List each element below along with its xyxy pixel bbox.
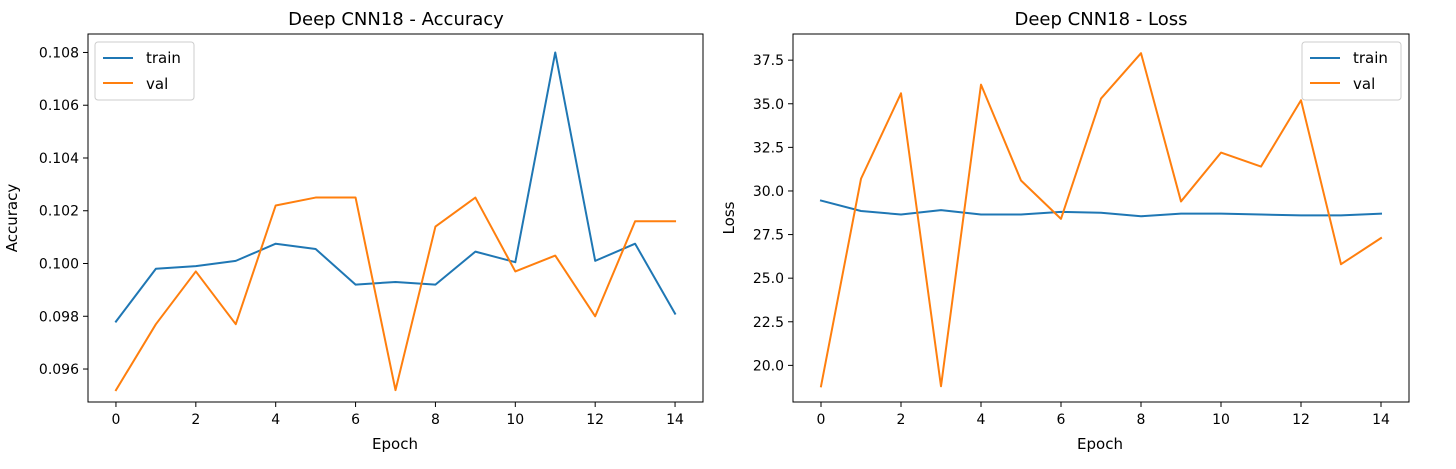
accuracy-y-tick-label: 0.108 <box>39 45 79 61</box>
accuracy-y-tick-label: 0.098 <box>39 309 79 325</box>
accuracy-legend: train val <box>94 41 195 101</box>
loss-y-tick-label: 37.5 <box>753 53 784 69</box>
loss-val-line <box>819 52 1383 388</box>
loss-plot-area <box>792 33 1410 403</box>
loss-legend: train val <box>1301 41 1402 101</box>
accuracy-x-tick-label: 8 <box>431 412 440 428</box>
loss-series-group <box>819 52 1383 388</box>
accuracy-chart-title: Deep CNN18 - Accuracy <box>288 9 504 30</box>
loss-y-tick-label: 20.0 <box>753 358 784 374</box>
accuracy-y-tick-label: 0.106 <box>39 98 79 114</box>
loss-x-tick-label: 0 <box>817 412 826 428</box>
accuracy-y-tick-label: 0.096 <box>39 362 79 378</box>
accuracy-plot-area <box>87 33 704 403</box>
accuracy-train-line <box>114 51 677 323</box>
loss-x-tick-label: 6 <box>1057 412 1066 428</box>
loss-chart: Deep CNN18 - Loss 0 2 4 6 8 10 12 14 20.0 22.5 25… <box>720 9 1410 453</box>
loss-y-ticks: 20.0 22.5 25.0 27.5 30.0 32.5 35.0 37.5 <box>753 53 793 374</box>
loss-x-tick-label: 4 <box>977 412 986 428</box>
loss-legend-box <box>1301 41 1402 101</box>
loss-x-tick-label: 12 <box>1292 412 1310 428</box>
accuracy-y-tick-label: 0.100 <box>39 257 79 273</box>
loss-x-axis-label: Epoch <box>1077 435 1123 453</box>
loss-x-tick-label: 10 <box>1212 412 1230 428</box>
loss-y-tick-label: 35.0 <box>753 97 784 113</box>
accuracy-y-tick-label: 0.102 <box>39 204 79 220</box>
loss-legend-train-label: train <box>1353 49 1388 67</box>
accuracy-x-tick-label: 2 <box>191 412 200 428</box>
loss-train-line <box>819 199 1383 218</box>
accuracy-chart: Deep CNN18 - Accuracy 0 2 4 6 8 10 12 14 0.0960… <box>3 9 704 453</box>
loss-legend-val-label: val <box>1353 75 1375 93</box>
accuracy-val-line <box>114 196 677 392</box>
accuracy-y-tick-label: 0.104 <box>39 151 79 167</box>
accuracy-x-tick-label: 10 <box>506 412 524 428</box>
accuracy-y-ticks: 0.096 0.098 0.100 0.102 0.104 0.106 0.108 <box>39 45 88 378</box>
accuracy-legend-box <box>94 41 195 101</box>
accuracy-y-axis-label: Accuracy <box>3 184 21 253</box>
accuracy-legend-train-label: train <box>146 49 181 67</box>
loss-x-tick-label: 8 <box>1137 412 1146 428</box>
loss-y-tick-label: 30.0 <box>753 184 784 200</box>
loss-chart-title: Deep CNN18 - Loss <box>1015 9 1188 30</box>
loss-y-tick-label: 22.5 <box>753 315 784 331</box>
accuracy-x-tick-label: 6 <box>351 412 360 428</box>
accuracy-x-ticks: 0 2 4 6 8 10 12 14 <box>111 402 684 428</box>
loss-y-tick-label: 32.5 <box>753 140 784 156</box>
accuracy-legend-val-label: val <box>146 75 168 93</box>
loss-x-ticks: 0 2 4 6 8 10 12 14 <box>817 402 1390 428</box>
accuracy-x-tick-label: 12 <box>586 412 604 428</box>
accuracy-x-tick-label: 0 <box>111 412 120 428</box>
loss-y-axis-label: Loss <box>720 201 738 234</box>
loss-x-tick-label: 14 <box>1372 412 1390 428</box>
loss-y-tick-label: 27.5 <box>753 228 784 244</box>
accuracy-series-group <box>114 51 677 392</box>
accuracy-x-axis-label: Epoch <box>372 435 418 453</box>
accuracy-x-tick-label: 4 <box>271 412 280 428</box>
loss-y-tick-label: 25.0 <box>753 271 784 287</box>
loss-x-tick-label: 2 <box>897 412 906 428</box>
accuracy-x-tick-label: 14 <box>666 412 684 428</box>
